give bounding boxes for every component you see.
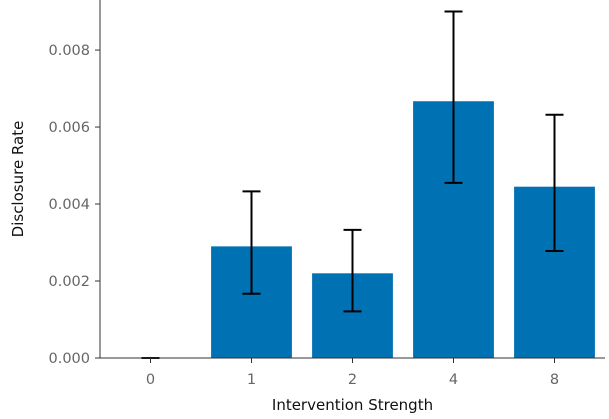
x-axis-title: Intervention Strength (272, 396, 433, 414)
y-ticks-group: 0.000 0.002 0.004 0.006 0.008 (48, 43, 100, 367)
x-tick-label-4: 4 (449, 372, 458, 388)
x-tick-label-8: 8 (550, 372, 559, 388)
y-tick-label-2: 0.004 (48, 197, 90, 213)
x-tick-label-0: 0 (146, 372, 155, 388)
x-tick-label-2: 2 (348, 372, 357, 388)
y-tick-label-4: 0.008 (48, 43, 90, 59)
y-axis-title: Disclosure Rate (9, 121, 27, 238)
bars-group (211, 101, 595, 359)
error-bar-1 (242, 190, 261, 295)
error-bar-2 (343, 228, 362, 313)
y-tick-label-0: 0.000 (48, 351, 90, 367)
error-bars-group (141, 10, 564, 359)
error-bar-8 (545, 113, 564, 252)
x-tick-label-1: 1 (247, 372, 256, 388)
error-bar-4 (444, 10, 463, 184)
y-tick-label-1: 0.002 (48, 274, 90, 290)
y-tick-label-3: 0.006 (48, 120, 90, 136)
x-ticks-group: 0 1 2 4 8 (146, 358, 559, 388)
